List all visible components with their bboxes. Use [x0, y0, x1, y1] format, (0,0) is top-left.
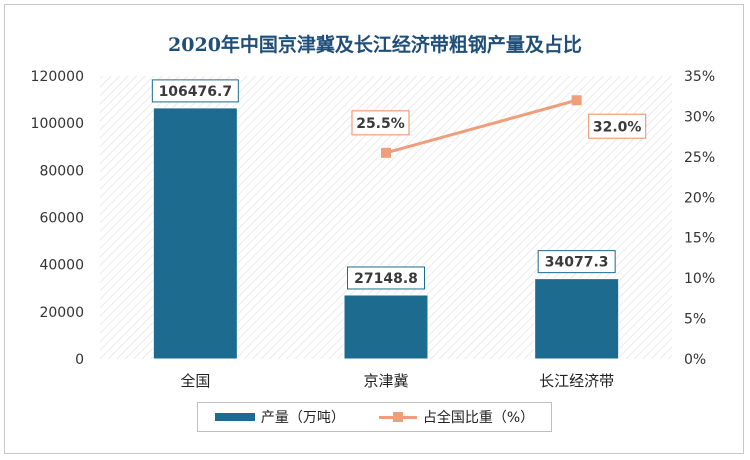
left-axis-tick-label: 40000 [39, 258, 84, 274]
right-axis-tick-label: 25% [684, 150, 715, 166]
x-axis-category-label: 长江经济带 [539, 372, 614, 390]
left-axis-tick-label: 20000 [39, 305, 84, 321]
bar-data-label: 106476.7 [159, 84, 233, 100]
bar-data-label-box [537, 250, 616, 274]
legend-swatch-line [378, 412, 417, 422]
right-axis-tick-label: 0% [684, 352, 706, 368]
left-axis-tick-label: 100000 [31, 116, 84, 132]
legend-swatch-bar [214, 413, 255, 421]
bar-data-label: 34077.3 [545, 255, 609, 271]
share-point [381, 147, 391, 158]
bar [534, 278, 620, 360]
left-axis-tick-label: 60000 [39, 211, 84, 227]
legend-label-production: 产量（万吨） [260, 410, 345, 426]
legend: 产量（万吨） 占全国比重（%） [197, 402, 552, 432]
x-axis-category-label: 全国 [180, 372, 210, 390]
bar-data-label-box [151, 79, 239, 103]
right-axis-tick-label: 15% [684, 231, 715, 247]
chart-title: 2020年中国京津冀及长江经济带粗钢产量及占比 [168, 34, 582, 56]
share-data-label-box [588, 113, 647, 139]
bar [152, 107, 238, 360]
share-data-label: 25.5% [356, 116, 405, 132]
right-axis-tick-label: 30% [684, 109, 715, 125]
right-axis-tick-label: 20% [684, 190, 715, 206]
left-axis-tick-label: 120000 [31, 69, 84, 85]
right-axis-tick-label: 35% [684, 69, 715, 85]
legend-item-production: 产量（万吨） [214, 407, 345, 427]
share-data-label-box [351, 110, 410, 136]
share-line [385, 98, 578, 155]
x-axis-category-label: 京津冀 [363, 372, 408, 390]
legend-label-share: 占全国比重（%） [422, 410, 535, 426]
share-point [571, 95, 582, 106]
right-axis-tick-label: 10% [684, 271, 715, 287]
left-axis-tick-label: 0 [75, 352, 84, 368]
legend-item-share: 占全国比重（%） [378, 407, 535, 427]
share-data-label: 32.0% [593, 119, 642, 135]
bar-data-label: 27148.8 [354, 271, 418, 287]
right-axis-tick-label: 5% [684, 312, 706, 328]
left-axis-tick-label: 80000 [39, 163, 84, 179]
bar [343, 294, 429, 360]
bar-data-label-box [347, 266, 425, 290]
